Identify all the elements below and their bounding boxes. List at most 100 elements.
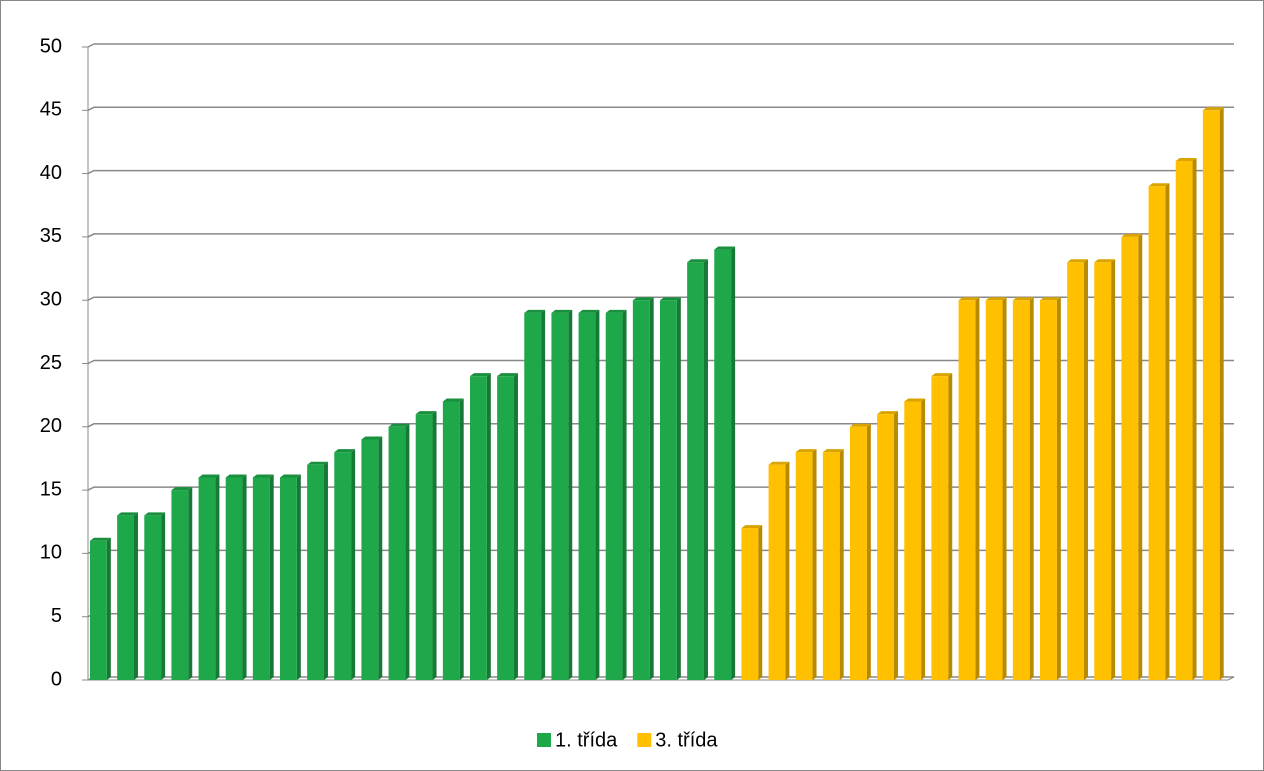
bar [524, 309, 546, 680]
bar-side [513, 373, 518, 680]
bar-side [1165, 183, 1170, 680]
bar-top [1040, 297, 1061, 301]
bar-top [171, 487, 193, 491]
bar-front [741, 528, 759, 680]
bar-top [822, 449, 844, 453]
bar-front [714, 249, 732, 680]
bar [280, 474, 301, 680]
bar-side [106, 537, 111, 680]
bar [470, 373, 491, 680]
bar-top [415, 411, 437, 415]
bar-front [1175, 160, 1193, 680]
y-tick-label: 0 [51, 668, 62, 690]
bar-top [470, 373, 491, 377]
bar-side [486, 373, 491, 680]
x-axis [88, 676, 1235, 681]
bar-top [442, 398, 464, 402]
bar-top [334, 449, 356, 453]
bar-front [144, 515, 162, 680]
grid-line [87, 106, 1234, 111]
grid-line [87, 169, 1234, 175]
bar-side [432, 411, 437, 680]
bar [632, 297, 654, 680]
bar [741, 525, 763, 680]
bar-front [551, 312, 569, 680]
bar-top [660, 297, 681, 301]
y-tick-label: 45 [40, 99, 62, 121]
bar-front [225, 477, 243, 680]
bar [171, 487, 193, 680]
bar [985, 297, 1007, 680]
grid-line [87, 233, 1234, 238]
bar [1175, 157, 1197, 680]
bar [388, 423, 410, 680]
bar-front [877, 414, 894, 680]
bar-top [280, 474, 301, 478]
bar-front [1012, 300, 1030, 680]
bar-front [687, 262, 704, 680]
bar-top [768, 461, 790, 465]
bar [1040, 297, 1061, 680]
bar-side [269, 474, 274, 680]
bar-top [551, 309, 573, 313]
bar-top [687, 259, 708, 263]
bar [931, 373, 953, 680]
bar-front [660, 300, 677, 680]
bar-side [1029, 297, 1034, 680]
bar-top [877, 411, 898, 415]
bar-front [904, 401, 922, 680]
bar [795, 449, 817, 680]
bar-top [524, 309, 546, 313]
bar-front [198, 477, 216, 680]
bar-front [578, 312, 596, 680]
bar-front [415, 414, 433, 680]
bar-side [866, 423, 871, 680]
bar-side [323, 461, 328, 680]
bar-top [958, 297, 980, 301]
bar-front [280, 477, 297, 680]
bar-side [541, 309, 546, 680]
bar-side [1002, 297, 1007, 680]
bar-front [822, 452, 840, 680]
bar-top [497, 373, 518, 377]
bar [578, 309, 600, 680]
bar-front [1067, 262, 1084, 680]
bar-side [731, 246, 736, 680]
bar [687, 259, 708, 680]
bar-side [703, 259, 708, 680]
bar-side [921, 398, 926, 680]
bar-top [1094, 259, 1116, 263]
bar-side [242, 474, 247, 680]
y-tick-label: 5 [51, 605, 62, 627]
bar-front [117, 515, 134, 680]
legend-label: 1. třída [555, 729, 618, 751]
bar-side [975, 297, 980, 680]
bar-front [958, 300, 976, 680]
bar-side [1056, 297, 1061, 680]
bar-front [768, 464, 786, 680]
bar-top [1202, 107, 1224, 111]
legend-label: 3. třída [655, 729, 718, 751]
bar-front [442, 401, 460, 680]
bar [361, 436, 383, 680]
bar-front [931, 376, 949, 680]
bar-top [741, 525, 763, 529]
bar [768, 461, 790, 680]
bar-side [839, 449, 844, 680]
bar-top [578, 309, 600, 313]
bar [117, 512, 138, 680]
y-tick-label: 40 [40, 162, 62, 184]
bar [144, 512, 166, 680]
bar-top [850, 423, 871, 427]
bar-front [361, 439, 379, 680]
bar-front [1094, 262, 1112, 680]
grid-line [87, 359, 1234, 365]
bar-side [215, 474, 220, 680]
bar-front [1040, 300, 1057, 680]
bar-front [388, 426, 406, 680]
bar [714, 246, 736, 680]
legend-swatch [537, 733, 551, 747]
bar-side [1219, 107, 1224, 681]
bar [1121, 233, 1143, 680]
